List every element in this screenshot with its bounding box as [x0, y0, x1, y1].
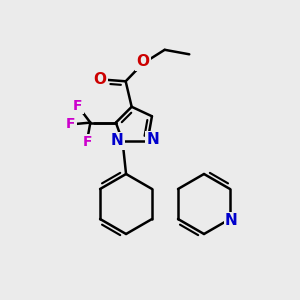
Text: N: N [225, 213, 238, 228]
Text: F: F [82, 135, 92, 149]
Text: O: O [94, 72, 107, 87]
Text: N: N [147, 132, 159, 147]
Text: F: F [66, 117, 76, 131]
Text: O: O [136, 54, 150, 69]
Text: N: N [111, 134, 124, 148]
Text: F: F [73, 99, 82, 113]
